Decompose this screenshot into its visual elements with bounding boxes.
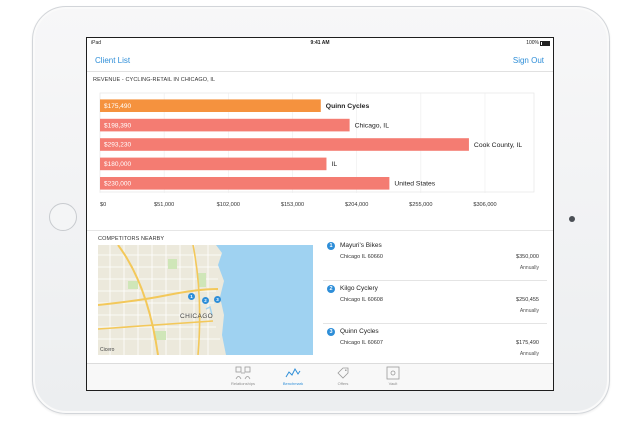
tab-benchmark[interactable]: Benchmark [273, 366, 313, 386]
battery-percent: 100% [526, 40, 539, 46]
competitor-revenue: $175,490 [516, 340, 539, 346]
competitors-list: 1 Mayuri's Bikes Chicago IL 60660 $350,0… [323, 238, 547, 366]
competitor-address: Chicago IL 60607 [340, 340, 383, 346]
competitor-name: Mayuri's Bikes [340, 242, 382, 249]
map-pin-2[interactable]: 2 [202, 297, 209, 304]
competitor-period: Annually [519, 308, 539, 314]
bar-category-label: Quinn Cycles [326, 103, 370, 110]
tab-label: Offers [337, 381, 349, 386]
bar-category-label: United States [394, 181, 435, 188]
x-tick-label: $102,000 [217, 202, 240, 208]
bar-value-label: $230,000 [104, 181, 131, 188]
list-item[interactable]: 1 Mayuri's Bikes Chicago IL 60660 $350,0… [323, 238, 547, 281]
battery-icon [540, 40, 550, 46]
tab-label: Vault [388, 381, 398, 386]
tab-label: Benchmark [282, 381, 304, 386]
bar-category-label: IL [331, 161, 337, 168]
tab-offers[interactable]: Offers [323, 366, 363, 386]
vault-icon [386, 366, 400, 380]
nav-bar: Client List Sign Out [87, 49, 553, 72]
x-tick-label: $153,000 [281, 202, 304, 208]
tab-relationships[interactable]: Relationships [223, 366, 263, 386]
camera-icon [569, 216, 575, 222]
competitor-number-badge: 1 [327, 242, 335, 250]
x-tick-label: $204,000 [345, 202, 368, 208]
x-tick-label: $0 [100, 202, 106, 208]
tag-icon [337, 367, 349, 379]
competitor-name: Kilgo Cyclery [340, 285, 378, 292]
bar-value-label: $180,000 [104, 161, 131, 168]
competitor-revenue: $350,000 [516, 254, 539, 260]
chart-bar [100, 99, 321, 112]
list-item[interactable]: 2 Kilgo Cyclery Chicago IL 60608 $250,45… [323, 281, 547, 324]
tab-bar: Relationships Benchmark Offers Vault [87, 363, 553, 390]
tab-vault[interactable]: Vault [373, 366, 413, 386]
section-divider [87, 230, 553, 231]
competitors-map[interactable]: CHICAGO Cicero 1 2 3 [98, 245, 313, 355]
competitor-name: Quinn Cycles [340, 328, 379, 335]
map-city-label: CHICAGO [180, 313, 214, 320]
benchmark-icon [285, 367, 301, 378]
clock: 9:41 AM [310, 40, 330, 46]
revenue-bar-chart: $175,490 Quinn Cycles $198,390 Chicago, IL $… [99, 92, 535, 208]
chart-bar [100, 118, 350, 132]
competitor-number-badge: 2 [327, 285, 335, 293]
competitor-address: Chicago IL 60608 [340, 297, 383, 303]
revenue-section-title: REVENUE - CYCLING-RETAIL IN CHICAGO, IL [93, 77, 216, 83]
people-icon [235, 366, 251, 380]
bar-category-label: Cook County, IL [474, 142, 522, 149]
x-tick-label: $306,000 [473, 202, 496, 208]
client-list-button[interactable]: Client List [95, 56, 131, 65]
competitor-period: Annually [519, 351, 539, 357]
competitor-revenue: $250,455 [516, 297, 539, 303]
sign-out-button[interactable]: Sign Out [512, 56, 544, 65]
bar-value-label: $293,230 [104, 142, 131, 149]
bar-value-label: $175,490 [104, 103, 131, 110]
competitor-period: Annually [519, 265, 539, 271]
map-graphic [98, 245, 313, 355]
map-pin-3[interactable]: 3 [214, 296, 221, 303]
x-tick-label: $255,000 [409, 202, 432, 208]
status-bar: iPad 9:41 AM 100% [87, 38, 553, 48]
competitor-address: Chicago IL 60660 [340, 254, 383, 260]
tab-label: Relationships [230, 381, 255, 386]
chart-bar [100, 138, 469, 151]
competitors-section-title: COMPETITORS NEARBY [98, 236, 165, 242]
list-item[interactable]: 3 Quinn Cycles Chicago IL 60607 $175,490… [323, 324, 547, 366]
app-screen: iPad 9:41 AM 100% Client List Sign Out R… [86, 37, 554, 391]
chart-bar [100, 157, 327, 171]
bar-value-label: $198,390 [104, 122, 131, 129]
chart-bar [100, 177, 390, 190]
map-corner-label: Cicero [100, 347, 115, 353]
home-button[interactable] [49, 203, 77, 231]
x-tick-label: $51,000 [154, 202, 174, 208]
device-label: iPad [91, 40, 102, 46]
map-pin-1[interactable]: 1 [188, 293, 195, 300]
competitor-number-badge: 3 [327, 328, 335, 336]
bar-category-label: Chicago, IL [355, 122, 390, 129]
